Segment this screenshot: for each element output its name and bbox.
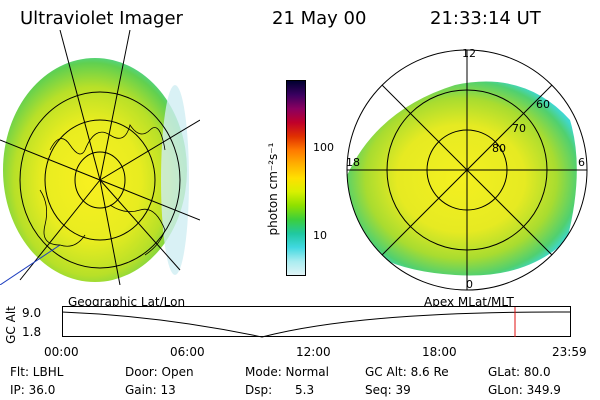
xtick-1200: 12:00 xyxy=(296,345,331,359)
altitude-ylabel: GC Alt xyxy=(3,306,18,344)
geographic-image xyxy=(0,30,200,285)
geographic-caption: Geographic Lat/Lon xyxy=(68,295,186,309)
altitude-curve xyxy=(62,311,572,338)
image-date: 21 May 00 xyxy=(272,8,367,29)
altitude-ymax: 9.0 xyxy=(22,306,42,320)
colorbar-tick-100: 100 xyxy=(313,141,334,154)
aurora-oval-mlt xyxy=(347,81,577,276)
colorbar-unit-label: photon cm⁻²s⁻¹ xyxy=(266,142,280,236)
mlt-label-12: 12 xyxy=(462,47,476,60)
mlt-label-6: 6 xyxy=(578,156,585,169)
app-title: Ultraviolet Imager xyxy=(20,8,183,29)
mlat-label-70: 70 xyxy=(512,122,526,135)
status-ip: IP: 36.0 xyxy=(10,383,56,397)
status-seq: Seq: 39 xyxy=(365,383,411,397)
xtick-0600: 06:00 xyxy=(170,345,205,359)
mlt-label-18: 18 xyxy=(346,156,360,169)
status-door: Door: Open xyxy=(125,365,194,379)
image-time: 21:33:14 UT xyxy=(430,8,541,29)
colorbar xyxy=(286,80,306,276)
mlat-label-60: 60 xyxy=(536,98,550,111)
status-glat: GLat: 80.0 xyxy=(488,365,551,379)
status-gain: Gain: 13 xyxy=(125,383,176,397)
altitude-plot xyxy=(62,306,572,338)
status-dsp: Dsp: 5.3 xyxy=(245,383,315,397)
status-gc-alt: GC Alt: 8.6 Re xyxy=(365,365,449,379)
aurora-oval-geo xyxy=(3,58,187,282)
mlat-mlt-polar-plot xyxy=(346,49,588,291)
xtick-1800: 18:00 xyxy=(422,345,457,359)
mlat-mlt-caption: Apex MLat/MLT xyxy=(424,295,514,309)
altitude-ymin: 1.8 xyxy=(22,325,42,339)
xtick-0000: 00:00 xyxy=(44,345,79,359)
mlat-label-80: 80 xyxy=(492,142,506,155)
mlt-label-0: 0 xyxy=(466,278,473,291)
status-flt: Flt: LBHL xyxy=(10,365,64,379)
colorbar-tick-10: 10 xyxy=(313,229,327,242)
status-glon: GLon: 349.9 xyxy=(488,383,561,397)
xtick-2359: 23:59 xyxy=(552,345,587,359)
status-mode: Mode: Normal xyxy=(245,365,329,379)
